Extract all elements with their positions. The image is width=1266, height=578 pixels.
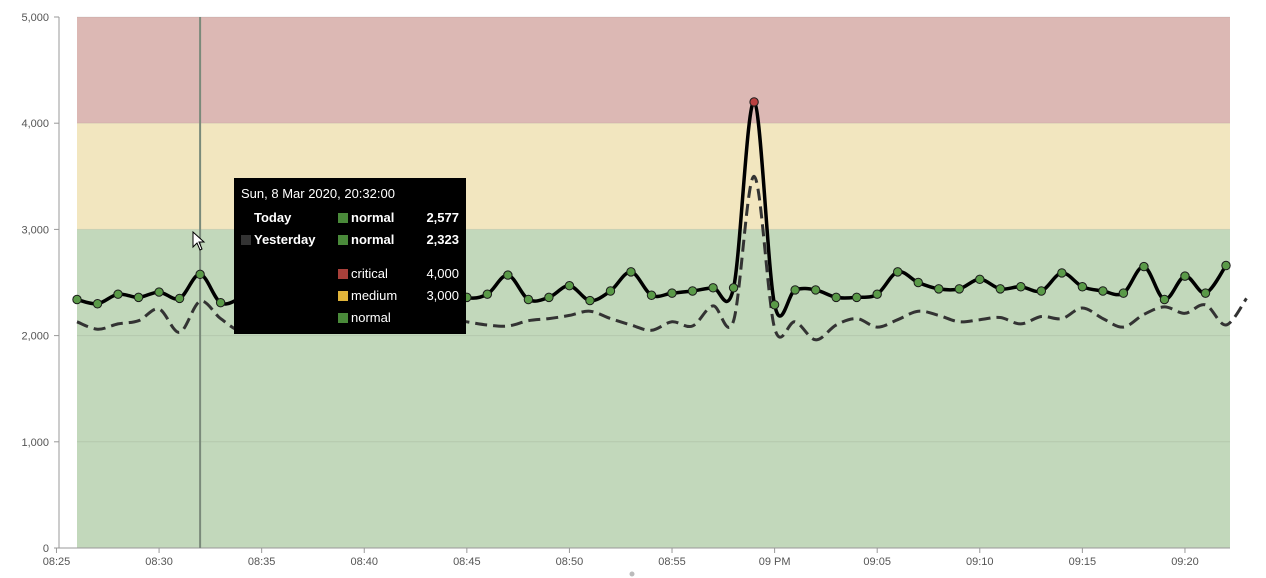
x-tick-label: 09:15 <box>1069 556 1097 568</box>
tooltip-series-name: Today <box>254 210 292 225</box>
tooltip-status: normal <box>351 232 395 247</box>
data-point <box>708 283 718 293</box>
data-point <box>523 294 534 305</box>
x-tick-label: 08:55 <box>658 556 686 568</box>
data-point <box>195 269 205 280</box>
threshold-value: 4,000 <box>426 266 459 281</box>
medium-swatch <box>338 291 348 301</box>
data-point <box>851 292 862 303</box>
data-point <box>1098 286 1108 296</box>
x-tick-label: 09:20 <box>1171 556 1199 568</box>
status-swatch <box>338 235 348 245</box>
data-point <box>1159 294 1170 305</box>
x-tick-label: 09 PM <box>759 556 791 568</box>
tooltip-threshold-critical: critical 4,000 <box>241 264 459 286</box>
data-point <box>872 289 882 299</box>
data-point <box>92 299 103 309</box>
data-point <box>1139 261 1149 272</box>
data-point <box>1118 288 1129 298</box>
data-point <box>72 294 82 305</box>
data-point <box>769 300 780 310</box>
threshold-label: medium <box>351 288 398 303</box>
critical-swatch <box>338 269 348 279</box>
data-points <box>72 97 1231 310</box>
x-tick-label: 08:45 <box>453 556 481 568</box>
data-point <box>1016 282 1026 292</box>
normal-swatch <box>338 313 348 323</box>
data-point <box>749 97 759 107</box>
threshold-label: normal <box>351 310 391 325</box>
data-point <box>934 284 944 294</box>
data-point <box>1077 282 1088 292</box>
y-tick-label: 1,000 <box>21 437 49 449</box>
y-tick-label: 4,000 <box>21 118 49 130</box>
x-tick-label: 08:50 <box>556 556 584 568</box>
y-tick-label: 3,000 <box>21 224 49 236</box>
tooltip-row-today: Today normal 2,577 <box>241 208 459 230</box>
tooltip-threshold-medium: medium 3,000 <box>241 286 459 308</box>
data-point <box>544 292 554 303</box>
threshold-label: critical <box>351 266 388 281</box>
data-point <box>954 284 964 294</box>
tooltip-value: 2,323 <box>426 232 459 247</box>
data-point <box>667 288 677 298</box>
data-point <box>1057 268 1067 278</box>
data-point <box>174 293 185 304</box>
tooltip-threshold-normal: normal <box>241 308 459 330</box>
data-point <box>482 289 493 299</box>
data-point <box>1180 271 1190 281</box>
tooltip-title: Sun, 8 Mar 2020, 20:32:00 <box>241 186 395 201</box>
x-tick-label: 09:10 <box>966 556 994 568</box>
data-point <box>728 283 739 293</box>
data-point <box>154 287 164 297</box>
data-point <box>646 290 657 300</box>
status-swatch <box>338 213 348 223</box>
data-point <box>113 289 123 299</box>
scroll-indicator-dot <box>629 571 635 577</box>
tooltip-value: 2,577 <box>426 210 459 225</box>
tick-labels: 0 1,000 2,000 3,000 4,000 5,000 08:25 08:30 08:3… <box>21 12 1199 577</box>
tooltip-row-yesterday: Yesterday normal 2,323 <box>241 230 459 252</box>
y-tick-label: 2,000 <box>21 331 49 343</box>
mouse-cursor-icon <box>192 231 206 251</box>
data-point <box>790 285 800 295</box>
chart-tooltip: Sun, 8 Mar 2020, 20:32:00 Today normal 2… <box>234 178 466 334</box>
series-yesterday-line <box>76 174 1248 342</box>
axes <box>54 16 1230 553</box>
y-tick-label: 0 <box>43 543 49 555</box>
data-point <box>564 280 575 291</box>
tooltip-series-name: Yesterday <box>254 232 316 247</box>
data-point <box>893 267 903 277</box>
data-point <box>831 292 841 303</box>
band-critical <box>77 17 1230 124</box>
threshold-value: 3,000 <box>426 288 459 303</box>
data-point <box>975 274 985 285</box>
data-point <box>1200 288 1211 298</box>
x-tick-label: 08:35 <box>248 556 276 568</box>
x-tick-label: 08:25 <box>43 556 71 568</box>
data-point <box>605 286 616 296</box>
data-point <box>585 295 595 306</box>
x-tick-label: 08:40 <box>350 556 378 568</box>
data-point <box>215 297 226 308</box>
data-point <box>626 267 636 277</box>
y-tick-label: 5,000 <box>21 12 49 24</box>
tooltip-status: normal <box>351 210 395 225</box>
data-point <box>1036 286 1047 296</box>
data-point <box>810 285 821 295</box>
x-tick-label: 09:05 <box>863 556 891 568</box>
data-point <box>995 284 1006 294</box>
data-point <box>687 286 698 296</box>
data-point <box>503 270 513 280</box>
data-point <box>913 277 923 288</box>
series-swatch <box>241 235 251 245</box>
x-tick-label: 08:30 <box>145 556 173 568</box>
data-point <box>133 292 144 303</box>
data-point <box>1221 260 1231 271</box>
